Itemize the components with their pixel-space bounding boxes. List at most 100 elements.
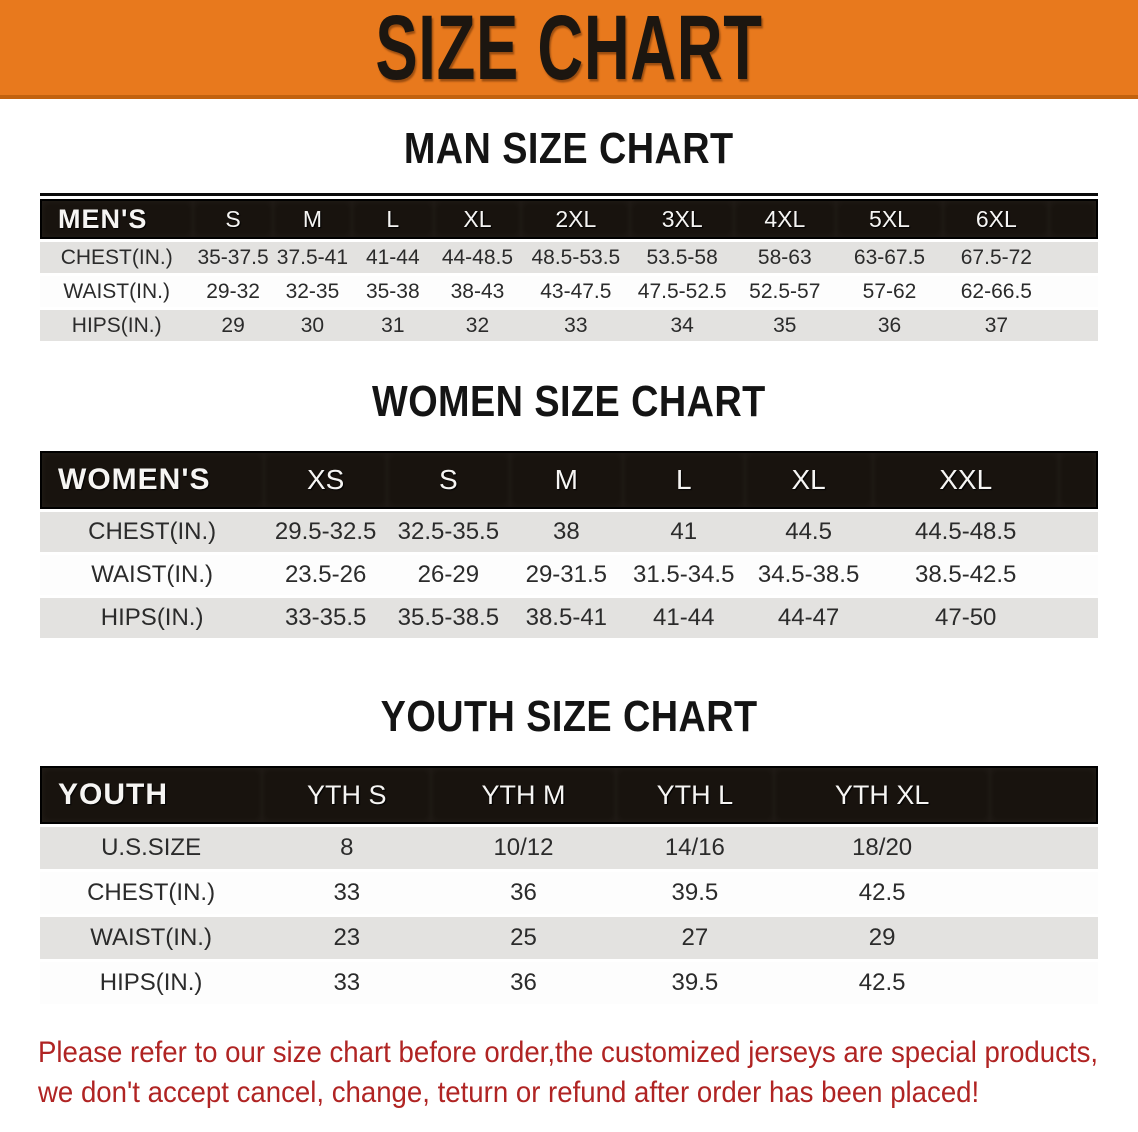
size-column-header: XXL [872,451,1059,509]
size-value-cell: 48.5-53.5 [521,242,631,273]
youth-section-heading: YOUTH SIZE CHART [0,693,1138,741]
size-value-cell: 27 [615,917,775,959]
size-column-header: 5XL [835,199,944,239]
spacer-cell [1058,512,1098,552]
size-value-cell: 23.5-26 [264,555,387,595]
size-value-cell: 53.5-58 [630,242,734,273]
size-value-cell: 44-47 [744,598,873,638]
spacer-cell [1058,598,1098,638]
men-section: MAN SIZE CHART MEN'S S M L XL 2XL 3XL 4XL 5XL 6XL… [0,125,1138,344]
spacer-cell [1058,555,1098,595]
size-value-cell: 41-44 [352,242,434,273]
spacer-cell [990,766,1098,824]
spacer-cell [990,962,1098,1004]
measurement-row: WAIST(IN.) 23.5-26 26-29 29-31.5 31.5-34.5 34… [40,555,1098,595]
size-value-cell: 32-35 [272,276,353,307]
measurement-row: HIPS(IN.) 33-35.5 35.5-38.5 38.5-41 41-44 44-… [40,598,1098,638]
size-value-cell: 33 [521,310,631,341]
men-table-wrap: MEN'S S M L XL 2XL 3XL 4XL 5XL 6XL CHEST(IN.) 35-37… [0,193,1138,344]
size-column-header: YTH S [262,766,432,824]
disclaimer-line-2: we don't accept cancel, change, teturn o… [38,1076,980,1109]
size-column-header: 6XL [943,199,1050,239]
size-table-header-row: WOMEN'S XS S M L XL XXL [40,451,1098,509]
size-column-header: S [193,199,273,239]
size-value-cell: 42.5 [774,962,991,1004]
row-label: WAIST(IN.) [40,917,263,959]
youth-section: YOUTH SIZE CHART YOUTH YTH S YTH M YTH L YTH… [0,693,1138,1007]
size-value-cell: 36 [431,872,616,914]
spacer-cell [990,827,1098,869]
measurement-row: CHEST(IN.) 33 36 39.5 42.5 [40,872,1098,914]
measurement-row: U.S.SIZE 8 10/12 14/16 18/20 [40,827,1098,869]
size-value-cell: 35 [734,310,836,341]
size-value-cell: 38 [509,512,623,552]
women-section: WOMEN SIZE CHART WOMEN'S XS S M L XL XXL CHEST(… [0,378,1138,641]
size-value-cell: 34.5-38.5 [744,555,873,595]
size-value-cell: 44-48.5 [433,242,522,273]
size-value-cell: 52.5-57 [734,276,836,307]
spacer-cell [1049,276,1098,307]
size-value-cell: 44.5 [744,512,873,552]
size-value-cell: 34 [630,310,734,341]
size-column-header: 3XL [630,199,734,239]
corner-label: MEN'S [40,199,194,239]
size-value-cell: 31.5-34.5 [622,555,745,595]
size-column-header: L [622,451,745,509]
size-value-cell: 14/16 [615,827,775,869]
size-value-cell: 39.5 [615,872,775,914]
size-value-cell: 36 [431,962,616,1004]
size-column-header: M [509,451,623,509]
size-column-header: XL [433,199,522,239]
size-value-cell: 38-43 [433,276,522,307]
size-value-cell: 18/20 [774,827,991,869]
size-value-cell: 33-35.5 [264,598,387,638]
youth-size-table: YOUTH YTH S YTH M YTH L YTH XL U.S.SIZE 8 10/12… [40,763,1098,1007]
size-value-cell: 23 [262,917,432,959]
banner: SIZE CHART [0,0,1138,99]
women-section-heading: WOMEN SIZE CHART [0,378,1138,426]
measurement-row: WAIST(IN.) 29-32 32-35 35-38 38-43 43-47.5 47.… [40,276,1098,307]
size-value-cell: 57-62 [835,276,944,307]
measurement-row: HIPS(IN.) 33 36 39.5 42.5 [40,962,1098,1004]
row-label: CHEST(IN.) [40,242,194,273]
youth-table-wrap: YOUTH YTH S YTH M YTH L YTH XL U.S.SIZE 8 10/12… [0,763,1138,1007]
size-value-cell: 42.5 [774,872,991,914]
measurement-row: CHEST(IN.) 29.5-32.5 32.5-35.5 38 41 44.5 44.5… [40,512,1098,552]
disclaimer: Please refer to our size chart before or… [0,1033,1138,1113]
size-column-header: YTH L [615,766,775,824]
size-value-cell: 44.5-48.5 [872,512,1059,552]
measurement-row: WAIST(IN.) 23 25 27 29 [40,917,1098,959]
size-value-cell: 30 [272,310,353,341]
row-label: WAIST(IN.) [40,555,265,595]
size-column-header: XL [744,451,873,509]
men-size-table: MEN'S S M L XL 2XL 3XL 4XL 5XL 6XL CHEST(IN.) 35-37… [40,193,1098,344]
banner-title: SIZE CHART [375,0,763,99]
size-value-cell: 10/12 [431,827,616,869]
size-value-cell: 33 [262,872,432,914]
row-label: HIPS(IN.) [40,598,265,638]
size-column-header: S [387,451,510,509]
size-column-header: YTH XL [774,766,991,824]
row-label: U.S.SIZE [40,827,263,869]
size-column-header: L [352,199,434,239]
size-value-cell: 43-47.5 [521,276,631,307]
size-column-header: YTH M [431,766,616,824]
size-value-cell: 29.5-32.5 [264,512,387,552]
size-value-cell: 37.5-41 [272,242,353,273]
size-value-cell: 47-50 [872,598,1059,638]
size-value-cell: 58-63 [734,242,836,273]
size-column-header: 4XL [734,199,836,239]
size-column-header: 2XL [521,199,631,239]
spacer-cell [990,872,1098,914]
size-value-cell: 36 [835,310,944,341]
size-column-header: XS [264,451,387,509]
size-value-cell: 29-31.5 [509,555,623,595]
size-column-header: M [272,199,353,239]
size-value-cell: 39.5 [615,962,775,1004]
women-table-wrap: WOMEN'S XS S M L XL XXL CHEST(IN.) 29.5-32.5 32.5… [0,448,1138,641]
size-value-cell: 67.5-72 [943,242,1050,273]
women-section-heading-text: WOMEN SIZE CHART [372,377,766,426]
row-label: CHEST(IN.) [40,512,265,552]
row-label: CHEST(IN.) [40,872,263,914]
